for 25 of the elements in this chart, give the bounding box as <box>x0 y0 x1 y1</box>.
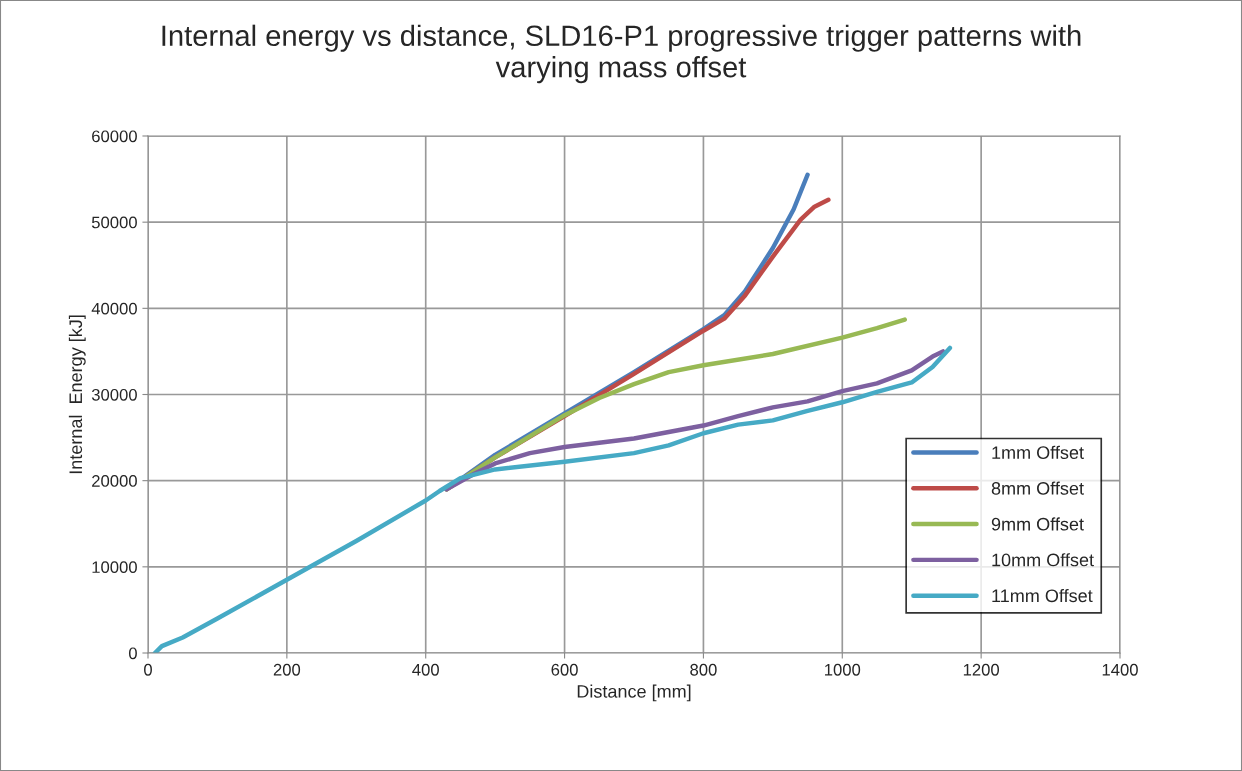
y-tick-label: 20000 <box>92 475 137 487</box>
x-tick-label: 800 <box>690 663 717 676</box>
legend-label: 9mm Offset <box>991 517 1084 531</box>
legend-label: 10mm Offset <box>992 553 1094 567</box>
y-axis-title: Internal Energy [kJ] <box>68 315 86 474</box>
legend-label: 1mm Offset <box>992 445 1084 459</box>
legend-label: 11mm Offset <box>992 588 1093 603</box>
line-series <box>444 349 946 492</box>
x-tick-label: 0 <box>144 663 152 676</box>
x-tick-label: 1200 <box>963 663 1000 676</box>
line-series <box>152 345 953 653</box>
x-tick-label: 400 <box>412 663 439 676</box>
y-tick-label: 30000 <box>91 388 137 401</box>
y-tick-label: 60000 <box>92 130 137 143</box>
x-tick-label: 200 <box>273 663 301 676</box>
x-tick-label: 1000 <box>825 663 861 676</box>
chart-title: Internal energy vs distance, SLD16-P1 progressive trigger patterns with varying mass offset <box>162 24 1081 84</box>
y-tick-label: 40000 <box>91 302 137 315</box>
y-tick-label: 0 <box>128 647 137 660</box>
y-tick-label: 10000 <box>92 561 137 574</box>
y-tick-label: 50000 <box>91 216 137 229</box>
x-tick-label: 1400 <box>1102 663 1138 676</box>
x-tick-label: 600 <box>551 663 578 676</box>
x-axis-title: Distance [mm] <box>577 684 691 702</box>
legend-label: 8mm Offset <box>991 481 1084 495</box>
